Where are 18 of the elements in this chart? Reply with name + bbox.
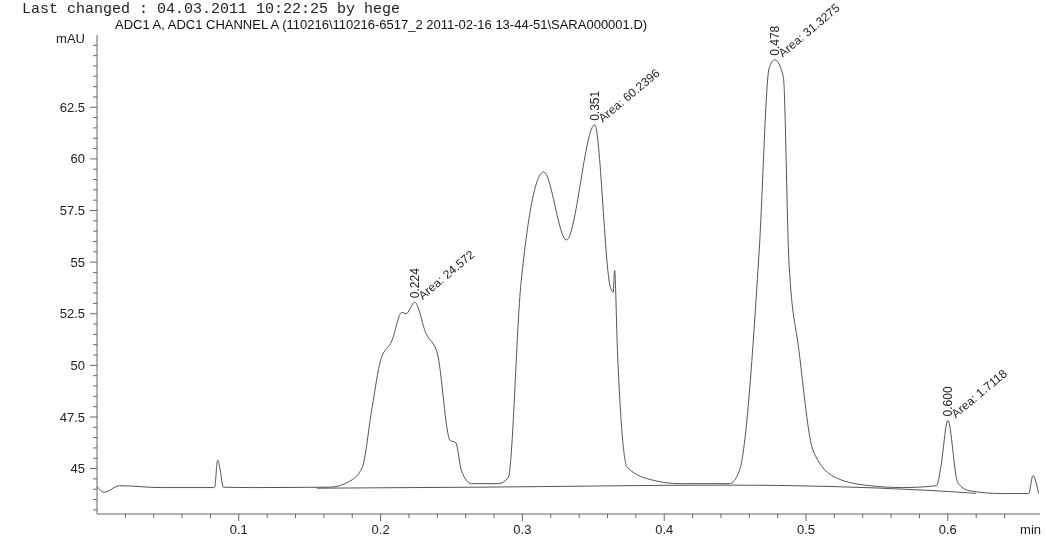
chart-title: ADC1 A, ADC1 CHANNEL A (110216\110216-6517_2 2011-02-16 13-44-51\SARA000001.D) bbox=[115, 17, 648, 32]
y-tick-label: 52.5 bbox=[59, 306, 85, 322]
x-tick-label: 0.6 bbox=[938, 522, 957, 537]
y-axis-title: mAU bbox=[56, 31, 85, 46]
y-tick-label: 57.5 bbox=[59, 203, 85, 219]
x-tick-label: 0.4 bbox=[655, 522, 674, 537]
y-tick-label: 45 bbox=[70, 461, 85, 477]
text: Last changed : 04.03.2011 10:22:25 by hege bbox=[22, 1, 401, 18]
y-tick-label: 50 bbox=[70, 357, 85, 373]
x-tick-label: 0.1 bbox=[229, 522, 248, 537]
x-tick-label: 0.5 bbox=[796, 522, 816, 537]
x-tick-label: 0.3 bbox=[513, 522, 532, 537]
y-tick-label: 62.5 bbox=[59, 99, 85, 115]
y-tick-label: 55 bbox=[70, 254, 85, 270]
x-axis-title: min bbox=[1020, 522, 1041, 537]
x-tick-label: 0.2 bbox=[371, 522, 390, 537]
y-tick-label: 47.5 bbox=[59, 409, 85, 425]
y-tick-label: 60 bbox=[70, 151, 85, 167]
